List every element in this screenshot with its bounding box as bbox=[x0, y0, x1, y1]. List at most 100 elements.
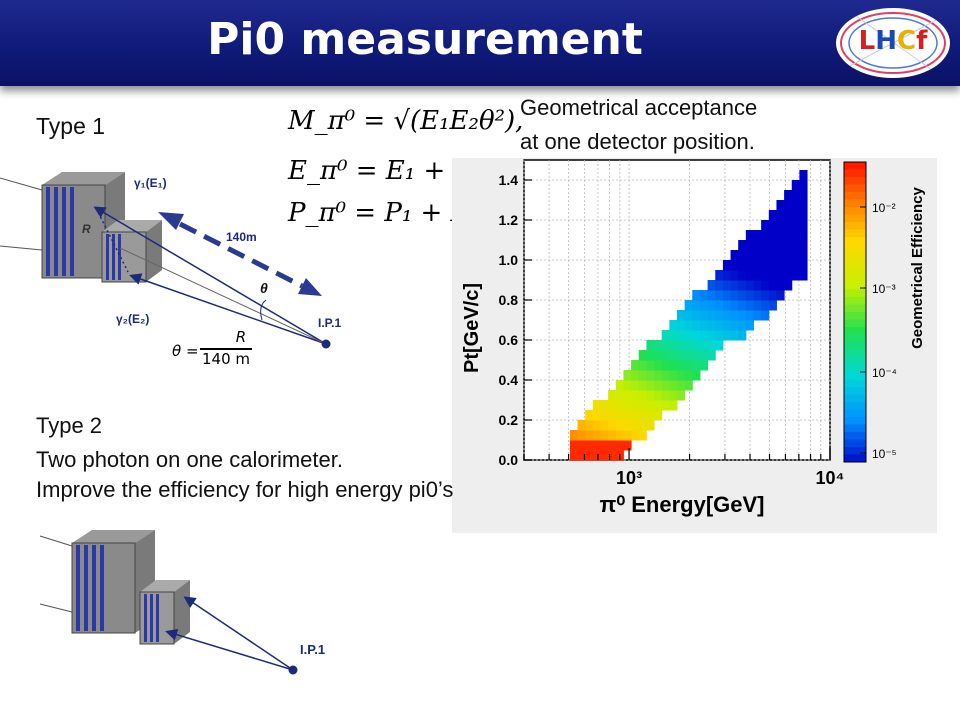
heatmap-cell bbox=[684, 370, 693, 381]
heatmap-cell bbox=[738, 260, 747, 271]
colorbar-segment bbox=[844, 304, 866, 313]
heatmap-cell bbox=[799, 270, 808, 281]
heatmap-cell bbox=[761, 290, 770, 301]
heatmap-cell bbox=[753, 270, 762, 281]
heatmap-cell bbox=[654, 360, 663, 371]
heatmap-cell bbox=[661, 370, 670, 381]
heatmap-cell bbox=[791, 250, 800, 261]
heatmap-cell bbox=[707, 340, 716, 351]
heatmap-cell bbox=[730, 290, 739, 301]
heatmap-cell bbox=[722, 330, 732, 341]
colorbar-segment bbox=[844, 207, 866, 215]
heatmap-cell bbox=[699, 320, 709, 331]
colorbar-segment bbox=[844, 177, 866, 185]
heatmap-cell bbox=[753, 250, 762, 261]
colorbar-tick-label: 10⁻⁴ bbox=[872, 366, 897, 380]
heatmap-cell bbox=[707, 310, 716, 321]
heatmap-cell bbox=[776, 280, 785, 291]
heatmap-cell bbox=[799, 170, 808, 181]
heatmap-cell bbox=[577, 440, 586, 451]
x-axis-label: π⁰ Energy[GeV] bbox=[599, 492, 764, 517]
heatmap-cell bbox=[699, 290, 709, 301]
type2-line2: Improve the efficiency for high energy p… bbox=[36, 477, 454, 502]
heatmap-cell bbox=[722, 320, 732, 331]
heatmap-cell bbox=[738, 300, 747, 311]
heatmap-cell bbox=[631, 400, 640, 411]
acceptance-caption-line1: Geometrical acceptance bbox=[520, 95, 758, 120]
heatmap-cell bbox=[677, 350, 686, 361]
heatmap-cell bbox=[768, 210, 777, 221]
heatmap-cell bbox=[692, 300, 701, 311]
heatmap-cell bbox=[615, 430, 624, 441]
heatmap-cell bbox=[753, 310, 762, 321]
heatmap-cell bbox=[638, 350, 647, 361]
heatmap-cell bbox=[753, 230, 762, 241]
heatmap-cell bbox=[799, 260, 808, 271]
heatmap-cell bbox=[791, 190, 800, 201]
heatmap-cell bbox=[761, 250, 770, 261]
acceptance-plot: 0.0 0.2 0.4 0.6 0.8 1.0 1.2 1.4 10³ 10⁴ 10⁻² 10⁻³ 1… bbox=[452, 158, 937, 533]
colorbar-segment bbox=[844, 259, 866, 268]
heatmap-cell bbox=[615, 380, 624, 391]
colorbar-segment bbox=[844, 424, 866, 433]
acceptance-caption-line2: at one detector position. bbox=[520, 129, 755, 154]
colorbar-segment bbox=[844, 214, 866, 223]
heatmap-cell bbox=[745, 270, 754, 281]
heatmap-cell bbox=[677, 380, 686, 391]
colorbar-segment bbox=[844, 447, 866, 455]
heatmap-cell bbox=[577, 420, 586, 431]
heatmap-cell bbox=[730, 300, 739, 311]
colorbar-segment bbox=[844, 357, 866, 365]
heatmap-cell bbox=[722, 260, 732, 271]
heatmap-cell bbox=[669, 400, 678, 411]
heatmap-cell bbox=[715, 320, 724, 331]
heatmap-cell bbox=[753, 290, 762, 301]
heatmap-cell bbox=[592, 410, 601, 421]
heatmap-cell bbox=[776, 250, 785, 261]
heatmap-cell bbox=[669, 360, 678, 371]
heatmap-cell bbox=[646, 350, 655, 361]
heatmap-cell bbox=[730, 250, 739, 261]
colorbar-segment bbox=[844, 327, 866, 335]
heatmap-cell bbox=[600, 440, 609, 451]
heatmap-cell bbox=[592, 400, 601, 411]
heatmap-cell bbox=[638, 390, 647, 401]
heatmap-cell bbox=[784, 280, 793, 291]
type1-diagram bbox=[0, 172, 331, 349]
heatmap-cell bbox=[768, 240, 777, 251]
colorbar-segment bbox=[844, 229, 866, 238]
x-tick-label: 10⁴ bbox=[816, 468, 845, 488]
distance-arrow bbox=[158, 212, 322, 296]
heatmap-cell bbox=[654, 400, 663, 411]
colorbar-segment bbox=[844, 192, 866, 200]
heatmap-cell bbox=[791, 230, 800, 241]
heatmap-cell bbox=[715, 310, 724, 321]
heatmap-cell bbox=[669, 380, 678, 391]
heatmap-cell bbox=[669, 330, 678, 341]
colorbar-segment bbox=[844, 379, 866, 388]
heatmap-cell bbox=[715, 300, 724, 311]
colorbar-tick-label: 10⁻² bbox=[872, 201, 896, 215]
heatmap-cell bbox=[707, 350, 716, 361]
heatmap-cell bbox=[585, 420, 594, 431]
heatmap-cell bbox=[784, 260, 793, 271]
type2-label: Type 2 bbox=[36, 413, 103, 438]
colorbar-segment bbox=[844, 372, 866, 380]
heatmap-cell bbox=[738, 330, 747, 341]
colorbar-segment bbox=[844, 267, 866, 275]
heatmap-cell bbox=[661, 390, 670, 401]
heatmap-cell bbox=[768, 300, 777, 311]
colorbar-tick-label: 10⁻⁵ bbox=[872, 447, 897, 461]
heatmap-cell bbox=[745, 230, 754, 241]
heatmap-cell bbox=[776, 200, 785, 211]
heatmap-cell bbox=[730, 280, 739, 291]
heatmap-cell bbox=[722, 300, 732, 311]
heatmap-cell bbox=[768, 260, 777, 271]
heatmap-cell bbox=[707, 330, 716, 341]
heatmap-cell bbox=[646, 380, 655, 391]
heatmap-cell bbox=[669, 340, 678, 351]
heatmap-cell bbox=[615, 390, 624, 401]
heatmap-cell bbox=[692, 310, 701, 321]
heatmap-cell bbox=[638, 360, 647, 371]
heatmap-cell bbox=[677, 320, 686, 331]
